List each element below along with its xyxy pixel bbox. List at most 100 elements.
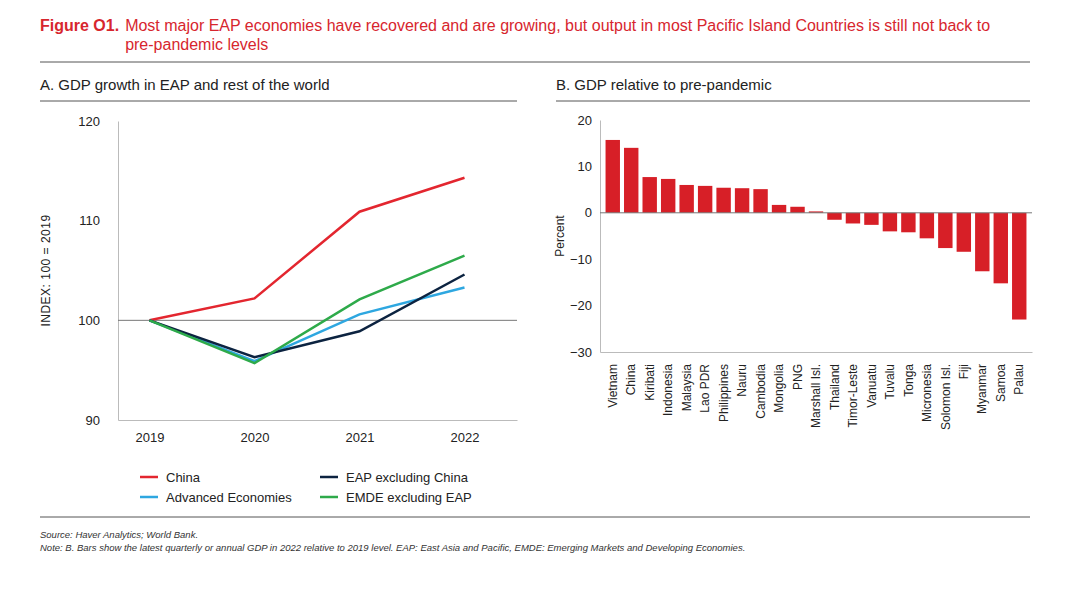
tick-label: Kiribati xyxy=(643,364,657,401)
panel-title: A. GDP growth in EAP and rest of the wor… xyxy=(40,76,330,93)
tick-label: Philippines xyxy=(717,364,731,422)
figure-title: Most major EAP economies have recovered … xyxy=(125,16,1005,54)
tick: Vanuatu xyxy=(865,352,879,408)
tick-label: Solomon Isl. xyxy=(939,364,953,430)
legend-label: Advanced Economies xyxy=(166,490,292,505)
tick: 0 xyxy=(585,205,600,220)
axis-line xyxy=(118,122,119,421)
bar xyxy=(920,213,934,239)
tick-label: Tonga xyxy=(902,364,916,397)
tick: Micronesia xyxy=(920,352,934,422)
tick: Vietnam xyxy=(606,352,620,408)
tick-label: 110 xyxy=(79,213,100,228)
bar xyxy=(642,177,656,213)
tick: 120 xyxy=(78,114,118,129)
tick-label: 100 xyxy=(78,313,100,328)
baseline xyxy=(118,320,517,321)
rule xyxy=(40,62,1030,63)
tick: Tuvalu xyxy=(883,352,897,400)
tick-label: Thailand xyxy=(828,364,842,410)
x-axis: 2019202020212022 xyxy=(119,420,518,445)
tick: Palau xyxy=(1012,352,1026,395)
legend-swatch xyxy=(140,476,158,479)
bar xyxy=(698,186,712,213)
bar xyxy=(772,205,786,213)
tick: Timor-Leste xyxy=(846,352,860,428)
tick: Thailand xyxy=(828,352,842,410)
bar xyxy=(735,188,749,213)
tick: Myanmar xyxy=(975,352,989,414)
tick-label: Palau xyxy=(1012,364,1026,395)
tick-label: Timor-Leste xyxy=(846,364,860,428)
tick-label: −10 xyxy=(570,252,592,267)
tick-label: Marshall Isl. xyxy=(809,364,823,428)
tick: 2019 xyxy=(136,420,165,445)
bar xyxy=(716,188,730,213)
bar xyxy=(790,207,804,213)
bar xyxy=(606,140,620,213)
panel-title: B. GDP relative to pre-pandemic xyxy=(556,76,772,93)
axis-line xyxy=(601,352,1033,353)
series-line xyxy=(150,287,465,361)
note: Note: B. Bars show the latest quarterly … xyxy=(40,541,1030,554)
tick: 20 xyxy=(578,113,600,128)
tick-label: Tuvalu xyxy=(883,364,897,400)
tick-label: 2021 xyxy=(346,430,375,445)
tick-label: Myanmar xyxy=(975,364,989,414)
plot-area xyxy=(150,178,465,363)
tick: −20 xyxy=(570,298,600,313)
tick: Kiribati xyxy=(643,352,657,401)
tick-label: 90 xyxy=(86,413,100,428)
tick-label: Indonesia xyxy=(661,364,675,416)
tick: Philippines xyxy=(717,352,731,422)
tick-label: 120 xyxy=(78,114,100,129)
tick: Tonga xyxy=(902,352,916,397)
bar xyxy=(679,185,693,213)
bar xyxy=(957,213,971,252)
tick-label: 0 xyxy=(585,205,592,220)
tick: Fiji xyxy=(957,352,971,379)
tick: Solomon Isl. xyxy=(939,352,953,430)
tick-label: 2019 xyxy=(136,430,165,445)
tick: Cambodia xyxy=(754,352,768,419)
tick-label: −30 xyxy=(570,345,592,360)
tick-label: −20 xyxy=(570,298,592,313)
tick: 10 xyxy=(578,159,600,174)
bar xyxy=(753,189,767,213)
x-axis: VietnamChinaKiribatiIndonesiaMalaysiaLao… xyxy=(601,352,1033,430)
tick-label: Nauru xyxy=(735,364,749,397)
bar xyxy=(846,213,860,224)
tick: Nauru xyxy=(735,352,749,397)
tick-label: PNG xyxy=(791,364,805,390)
tick: −30 xyxy=(570,345,600,360)
tick-label: Micronesia xyxy=(920,364,934,422)
tick: 2022 xyxy=(451,420,480,445)
bar xyxy=(994,213,1008,284)
plot-area xyxy=(606,140,1027,320)
tick: Mongolia xyxy=(772,352,786,413)
rule xyxy=(556,101,1030,102)
tick: Samoa xyxy=(994,352,1008,402)
tick-label: Lao PDR xyxy=(698,364,712,413)
axis-line xyxy=(600,121,601,353)
tick-label: 20 xyxy=(578,113,592,128)
tick: −10 xyxy=(570,252,600,267)
legend-swatch xyxy=(320,476,338,479)
legend-swatch xyxy=(140,496,158,499)
axis-line xyxy=(119,420,518,421)
tick: PNG xyxy=(791,352,805,390)
figure-canvas: A. GDP growth in EAP and rest of the wor… xyxy=(0,0,1090,589)
baseline xyxy=(600,212,1032,213)
tick: Marshall Isl. xyxy=(809,352,823,428)
legend: ChinaAdvanced EconomiesEAP excluding Chi… xyxy=(140,470,472,505)
rule xyxy=(40,101,517,102)
tick-label: Samoa xyxy=(994,364,1008,402)
source: Source: Haver Analytics; World Bank. xyxy=(40,528,1030,541)
tick-label: Vanuatu xyxy=(865,364,879,408)
legend-label: EAP excluding China xyxy=(346,470,469,485)
bar xyxy=(624,148,638,213)
bar xyxy=(883,213,897,232)
tick: China xyxy=(624,352,638,395)
y-axis-title: Percent xyxy=(553,215,567,257)
tick-label: China xyxy=(624,364,638,396)
